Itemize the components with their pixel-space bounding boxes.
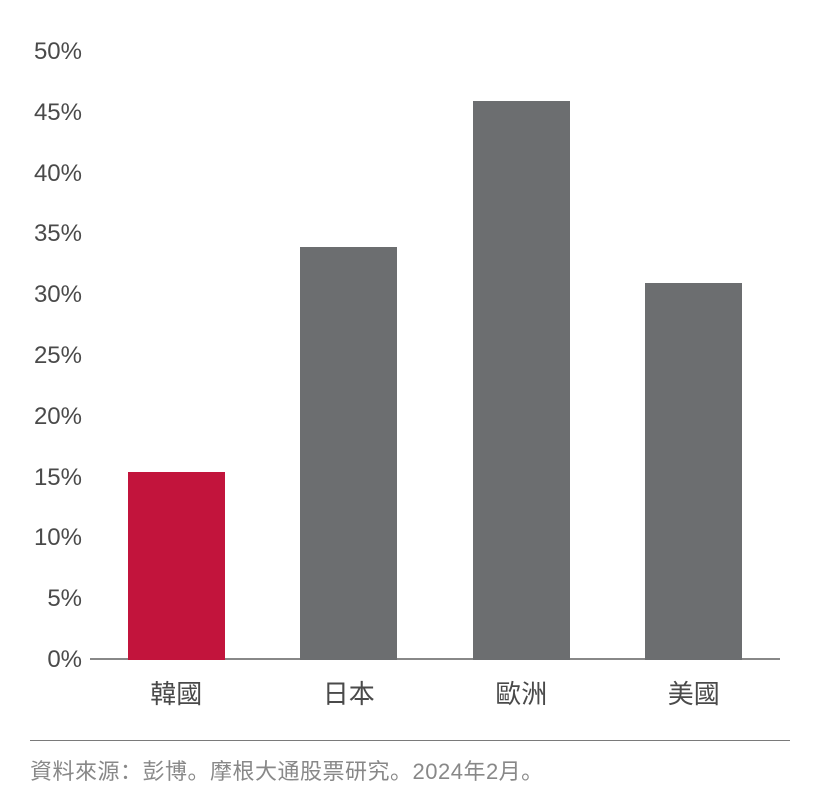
x-category-label: 韓國 — [150, 660, 202, 711]
y-tick-label: 20% — [34, 403, 90, 431]
y-tick-label: 10% — [34, 524, 90, 552]
bar — [645, 283, 742, 660]
footnote-text: 資料來源：彭博。摩根大通股票研究。2024年2月。 — [30, 754, 544, 786]
footnote-divider — [30, 740, 790, 741]
y-tick-label: 40% — [34, 160, 90, 188]
y-tick-label: 25% — [34, 342, 90, 370]
y-tick-label: 5% — [47, 585, 90, 613]
y-tick-label: 30% — [34, 281, 90, 309]
y-tick-label: 45% — [34, 99, 90, 127]
y-tick-label: 35% — [34, 220, 90, 248]
plot-area: 0%5%10%15%20%25%30%35%40%45%50%韓國日本歐洲美國 — [90, 52, 780, 660]
bar-chart: 0%5%10%15%20%25%30%35%40%45%50%韓國日本歐洲美國 … — [0, 0, 820, 798]
x-category-label: 美國 — [668, 660, 720, 711]
bar — [128, 472, 225, 660]
y-tick-label: 50% — [34, 38, 90, 66]
x-category-label: 日本 — [323, 660, 375, 711]
y-tick-label: 0% — [47, 646, 90, 674]
bar — [300, 247, 397, 660]
x-category-label: 歐洲 — [495, 660, 547, 711]
y-tick-label: 15% — [34, 464, 90, 492]
bar — [473, 101, 570, 660]
